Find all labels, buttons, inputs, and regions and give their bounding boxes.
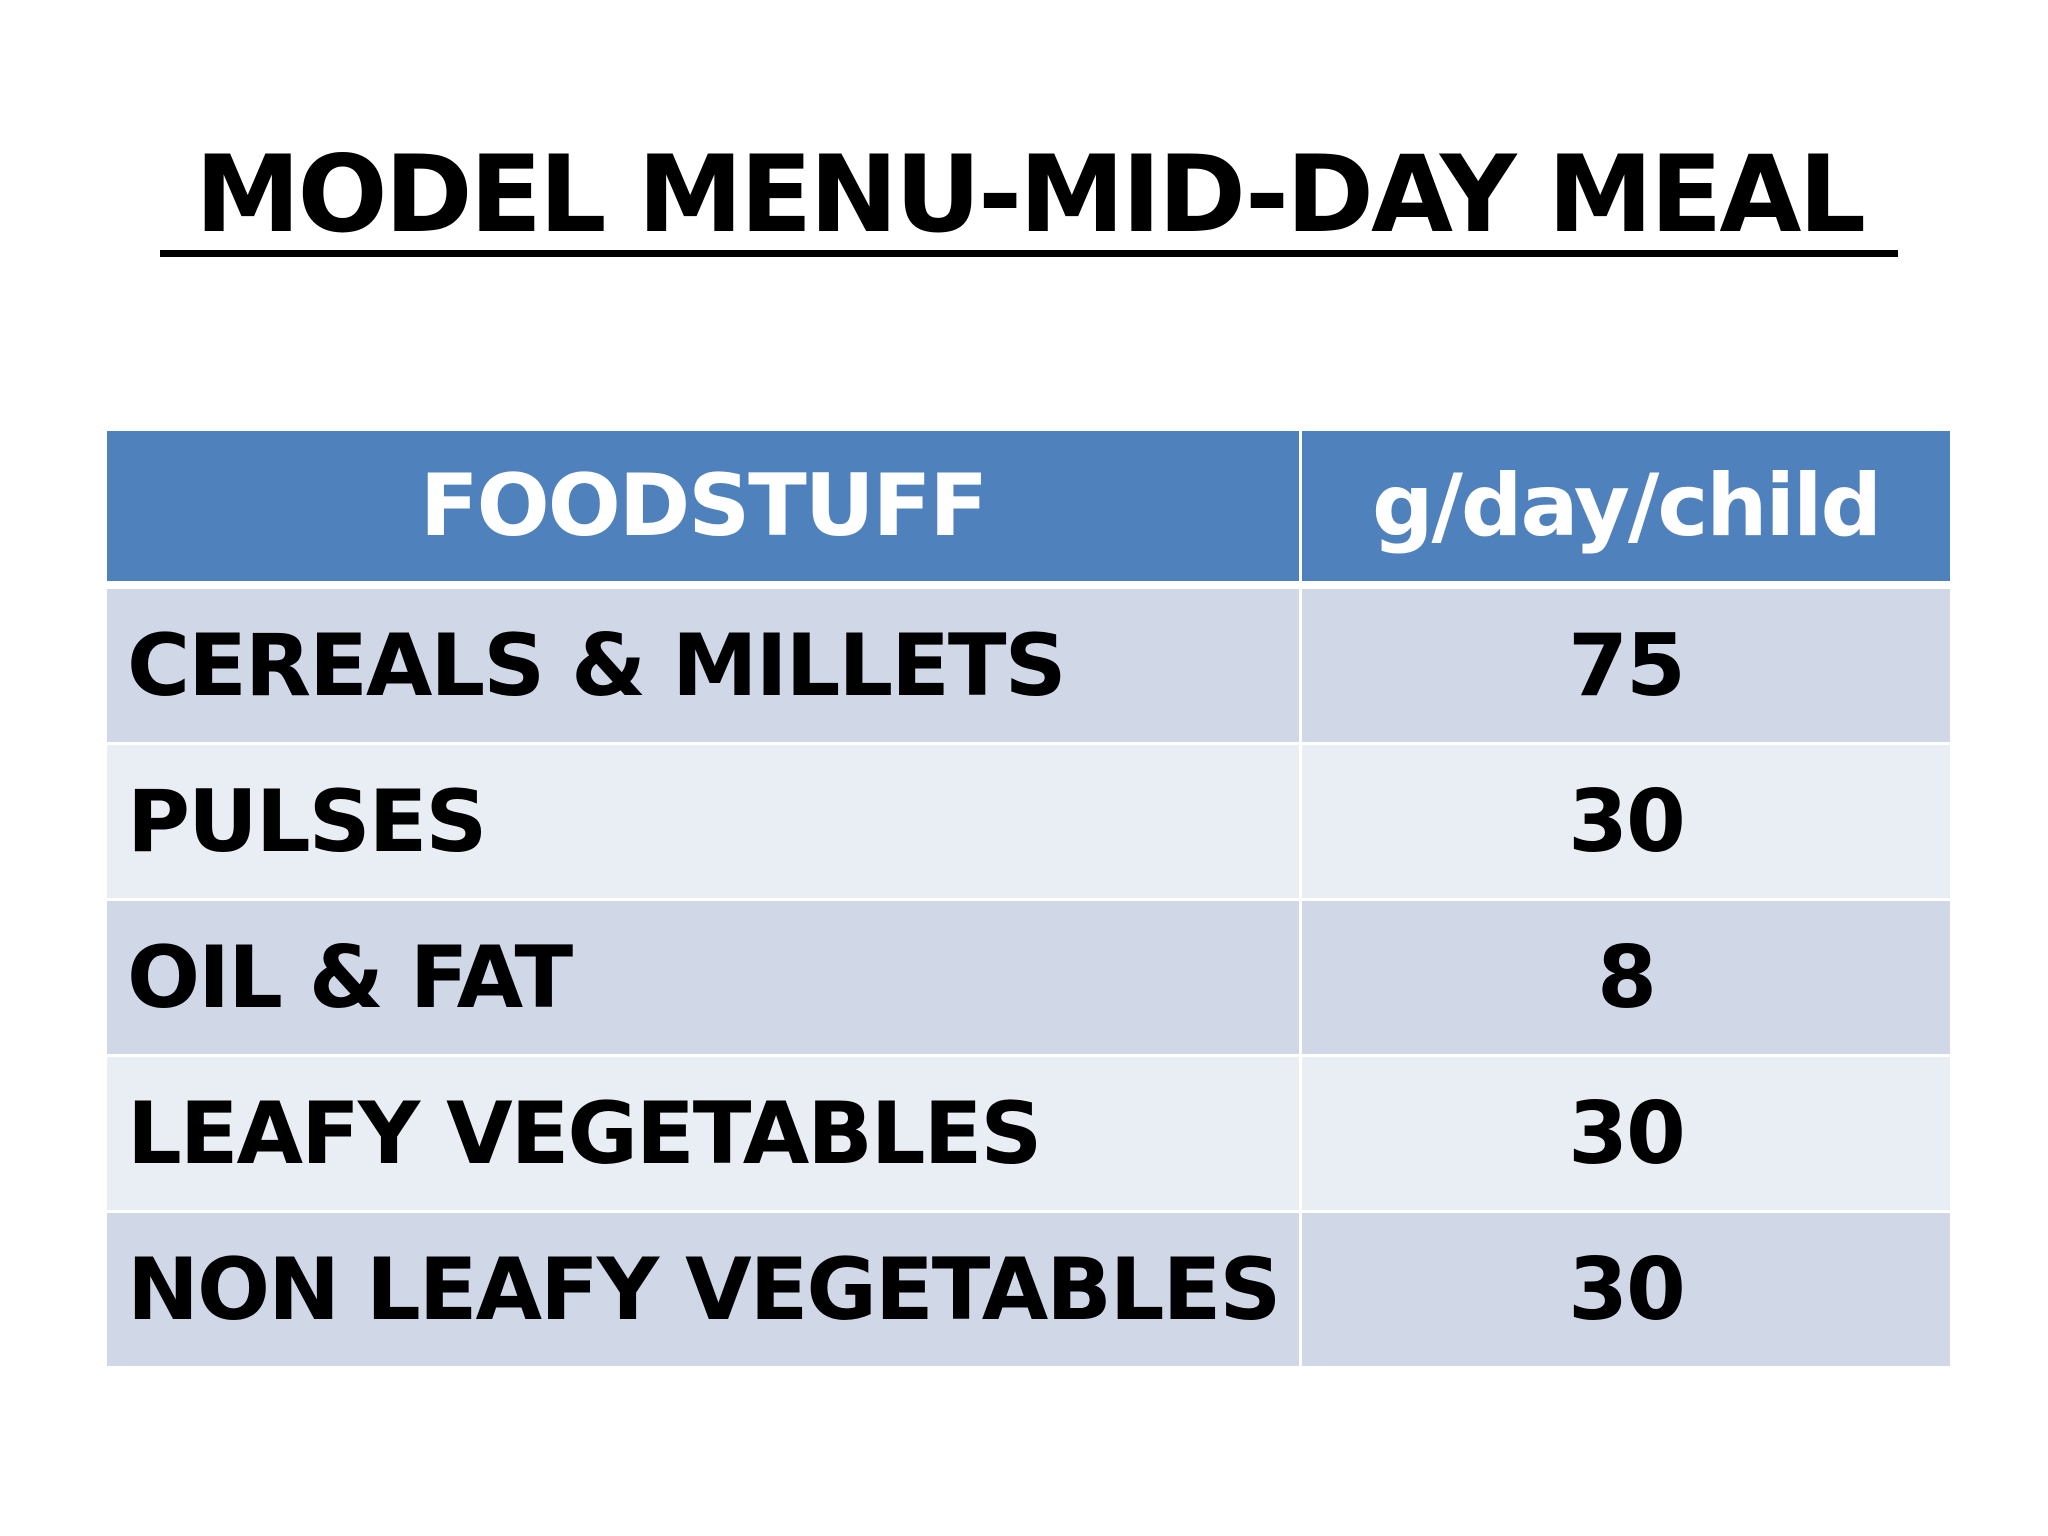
table-row: OIL & FAT 8 (104, 898, 1953, 1057)
food-cell: OIL & FAT (104, 898, 1302, 1057)
food-cell: PULSES (104, 742, 1302, 901)
table-row: PULSES 30 (104, 742, 1953, 901)
food-cell: CEREALS & MILLETS (104, 583, 1302, 745)
table-row: LEAFY VEGETABLES 30 (104, 1054, 1953, 1213)
slide-title: MODEL MENU-MID-DAY MEAL (195, 133, 1866, 256)
food-cell: NON LEAFY VEGETABLES (104, 1210, 1302, 1369)
table-header: FOODSTUFF g/day/child (104, 428, 1953, 589)
quantity-cell: 75 (1299, 583, 1953, 745)
quantity-cell: 30 (1299, 1210, 1953, 1369)
table-row: NON LEAFY VEGETABLES 30 (104, 1210, 1953, 1369)
title-underline (160, 250, 1898, 257)
quantity-cell: 30 (1299, 742, 1953, 901)
quantity-cell: 30 (1299, 1054, 1953, 1213)
header-row: FOODSTUFF g/day/child (104, 428, 1953, 589)
header-foodstuff: FOODSTUFF (104, 428, 1302, 589)
menu-table-container: FOODSTUFF g/day/child CEREALS & MILLETS … (104, 428, 1953, 1371)
quantity-cell: 8 (1299, 898, 1953, 1057)
table-row: CEREALS & MILLETS 75 (104, 583, 1953, 745)
header-quantity: g/day/child (1299, 428, 1953, 589)
food-cell: LEAFY VEGETABLES (104, 1054, 1302, 1213)
table-body: CEREALS & MILLETS 75 PULSES 30 OIL & FAT… (104, 583, 1953, 1369)
menu-table: FOODSTUFF g/day/child CEREALS & MILLETS … (104, 428, 1953, 1369)
